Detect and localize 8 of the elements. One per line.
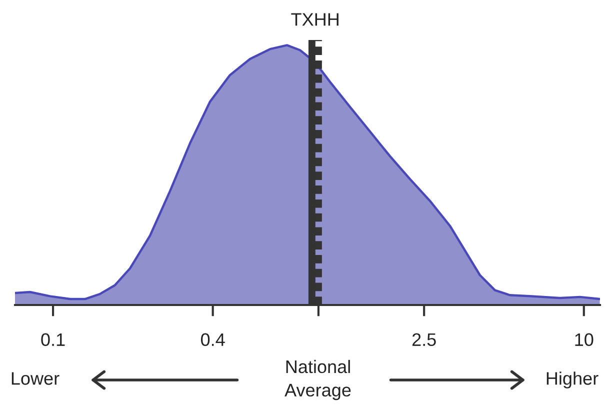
text: Higher	[546, 372, 598, 388]
x-tick-label: 0.1	[41, 333, 65, 346]
text: Lower	[12, 372, 60, 385]
ref-line-label: TXHH	[291, 13, 338, 26]
text: National Average	[284, 360, 351, 400]
x-tick-label: 2.5	[412, 333, 436, 346]
x-tick-label: 0.4	[200, 333, 225, 346]
x-tick-label: 10	[575, 333, 594, 346]
